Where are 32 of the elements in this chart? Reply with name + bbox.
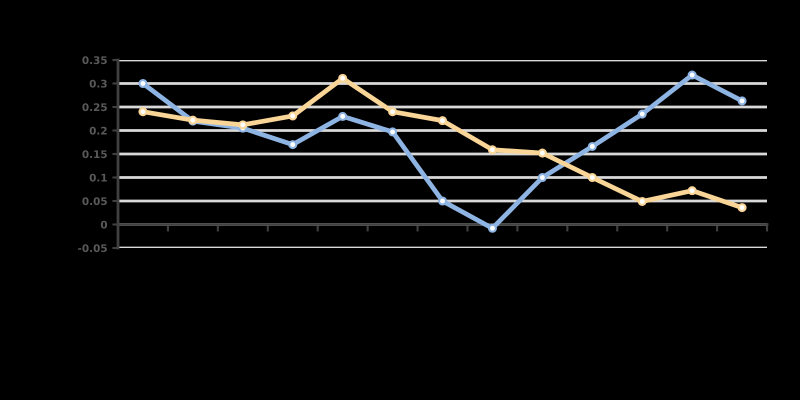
- point: [388, 107, 398, 116]
- point: [738, 96, 747, 106]
- y-tick-label: 0.25: [82, 103, 107, 112]
- point: [338, 112, 348, 121]
- point: [288, 111, 298, 120]
- y-tick-label: 0.1: [90, 174, 107, 182]
- point: [488, 145, 497, 154]
- point: [538, 172, 547, 182]
- point: [438, 116, 448, 126]
- point: [688, 186, 697, 196]
- point: [688, 70, 697, 80]
- point: [638, 196, 647, 206]
- y-tick-label: 0.35: [82, 56, 107, 64]
- y-tick-label: 0.3: [90, 80, 107, 88]
- point: [338, 74, 348, 83]
- point: [638, 110, 647, 119]
- point: [738, 203, 747, 212]
- point: [588, 172, 597, 182]
- y-tick-label: 0.15: [82, 150, 107, 158]
- point: [388, 127, 398, 136]
- point: [288, 140, 298, 150]
- y-tick-label: -0.05: [78, 244, 107, 252]
- point: [538, 148, 547, 158]
- y-tick-label: 0.05: [82, 197, 107, 206]
- point: [488, 224, 497, 233]
- point: [588, 142, 597, 151]
- point: [438, 196, 448, 206]
- y-tick-label: 0: [100, 220, 108, 229]
- point: [138, 78, 148, 88]
- point: [238, 120, 248, 130]
- point: [138, 107, 148, 116]
- y-tick-label: 0.2: [90, 126, 107, 135]
